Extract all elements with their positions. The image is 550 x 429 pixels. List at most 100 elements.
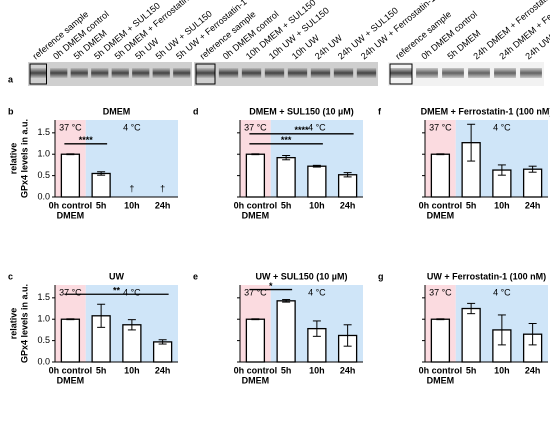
x-tick-label: 0h control bbox=[419, 200, 463, 210]
panel-letter: d bbox=[193, 106, 199, 116]
bar bbox=[307, 165, 327, 198]
blot-band bbox=[390, 68, 412, 78]
x-tick-label: 5h bbox=[466, 200, 477, 210]
bar bbox=[337, 174, 358, 198]
y-tick-label: 1.0 bbox=[37, 149, 50, 159]
x-tick-note: DMEM bbox=[57, 210, 85, 220]
blot-band bbox=[70, 68, 88, 78]
blot-band bbox=[442, 68, 464, 78]
x-tick-label: 10h bbox=[494, 365, 510, 375]
region-label: 37 °C bbox=[429, 122, 452, 132]
x-tick-label: 5h bbox=[96, 200, 107, 210]
annotation: † bbox=[129, 183, 134, 193]
x-tick-label: 5h bbox=[96, 365, 107, 375]
y-tick-label: 0.5 bbox=[37, 335, 50, 345]
chart-title: UW + Ferrostatin-1 (100 nM) bbox=[427, 271, 546, 281]
bar bbox=[245, 318, 266, 363]
blot-band bbox=[241, 68, 262, 78]
bar bbox=[522, 168, 543, 198]
region-label: 4 °C bbox=[123, 287, 141, 297]
x-tick-label: 0h control bbox=[234, 365, 278, 375]
x-tick-label: 24h bbox=[155, 200, 171, 210]
bar bbox=[245, 153, 266, 198]
x-tick-label: 24h bbox=[340, 200, 356, 210]
y-axis-label: GPx4 levels in a.u. bbox=[19, 119, 29, 198]
y-tick-label: 0.0 bbox=[37, 191, 50, 201]
y-tick-label: 1.5 bbox=[37, 292, 50, 302]
bar bbox=[60, 318, 81, 363]
region-label: 37 °C bbox=[429, 287, 452, 297]
bar bbox=[152, 341, 173, 363]
bar bbox=[461, 307, 481, 363]
x-tick-label: 0h control bbox=[419, 365, 463, 375]
y-tick-label: 1.5 bbox=[37, 127, 50, 137]
bar bbox=[276, 300, 296, 363]
significance-label: **** bbox=[294, 125, 309, 135]
x-tick-label: 0h control bbox=[49, 200, 93, 210]
x-tick-note: DMEM bbox=[427, 210, 455, 220]
blot-band bbox=[310, 68, 331, 78]
region-label: 37 °C bbox=[244, 287, 267, 297]
blot-band bbox=[91, 68, 109, 78]
x-tick-label: 10h bbox=[494, 200, 510, 210]
x-tick-label: 10h bbox=[124, 365, 140, 375]
blot-strip bbox=[388, 62, 544, 86]
blot-band bbox=[356, 68, 377, 78]
region-label: 4 °C bbox=[493, 122, 511, 132]
bar bbox=[91, 172, 111, 198]
x-tick-label: 5h bbox=[281, 365, 292, 375]
bar bbox=[430, 318, 451, 363]
reference-box bbox=[29, 63, 47, 85]
chart-title: DMEM + Ferrostatin-1 (100 nM) bbox=[421, 106, 550, 116]
reference-box bbox=[195, 63, 216, 85]
blot-band bbox=[195, 68, 216, 78]
region-label: 37 °C bbox=[244, 122, 267, 132]
blot-band bbox=[50, 68, 68, 78]
panel-letter: f bbox=[378, 106, 382, 116]
blot-band bbox=[173, 68, 191, 78]
x-tick-label: 10h bbox=[309, 365, 325, 375]
panel-letter: b bbox=[8, 106, 14, 116]
region-label: 4 °C bbox=[493, 287, 511, 297]
blot-band bbox=[152, 68, 170, 78]
bar bbox=[430, 153, 451, 198]
significance-label: * bbox=[269, 281, 273, 291]
y-tick-label: 0.5 bbox=[37, 170, 50, 180]
x-tick-label: 10h bbox=[124, 200, 140, 210]
x-tick-label: 5h bbox=[281, 200, 292, 210]
x-tick-label: 5h bbox=[466, 365, 477, 375]
x-tick-label: 24h bbox=[340, 365, 356, 375]
x-tick-label: 0h control bbox=[234, 200, 278, 210]
annotation: † bbox=[160, 183, 165, 193]
x-tick-label: 24h bbox=[155, 365, 171, 375]
x-tick-note: DMEM bbox=[242, 210, 270, 220]
region-label: 4 °C bbox=[308, 287, 326, 297]
x-tick-note: DMEM bbox=[242, 375, 270, 385]
region-label: 4 °C bbox=[123, 122, 141, 132]
region-label: 37 °C bbox=[59, 122, 82, 132]
chart-title: UW bbox=[109, 271, 124, 281]
chart-title: DMEM bbox=[103, 106, 131, 116]
blot-band bbox=[287, 68, 308, 78]
blot-band bbox=[29, 68, 47, 78]
chart-title: DMEM + SUL150 (10 µM) bbox=[249, 106, 353, 116]
blot-band bbox=[111, 68, 129, 78]
x-tick-label: 10h bbox=[309, 200, 325, 210]
bar bbox=[60, 153, 81, 198]
panel-letter: c bbox=[8, 271, 13, 281]
y-axis-label: relative bbox=[8, 143, 18, 175]
x-tick-note: DMEM bbox=[57, 375, 85, 385]
y-axis-label: relative bbox=[8, 308, 18, 340]
blot-band bbox=[132, 68, 150, 78]
blot-band bbox=[333, 68, 354, 78]
y-axis-label: GPx4 levels in a.u. bbox=[19, 284, 29, 363]
significance-label: **** bbox=[79, 135, 94, 145]
significance-label: *** bbox=[281, 135, 292, 145]
blot-band bbox=[494, 68, 516, 78]
panel-letter: g bbox=[378, 271, 384, 281]
y-tick-label: 1.0 bbox=[37, 314, 50, 324]
blot-band bbox=[520, 68, 542, 78]
region-label: 4 °C bbox=[308, 122, 326, 132]
x-tick-note: DMEM bbox=[427, 375, 455, 385]
